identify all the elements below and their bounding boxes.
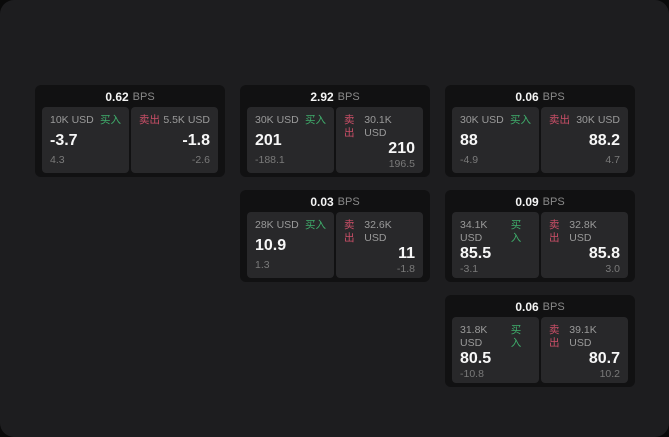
sell-price: 80.7 (588, 350, 620, 367)
bps-value: 0.62 (105, 89, 129, 104)
quote-card: 0.62 BPS 10K USD 买入 -3.7 4.3 卖出 5.5K USD (35, 85, 225, 177)
buy-tile[interactable]: 31.8K USD 买入 80.5 -10.8 (452, 317, 539, 383)
sell-notional: 32.6K USD (364, 219, 392, 244)
sell-notional: 39.1K USD (569, 324, 597, 349)
buy-delta: -3.1 (460, 263, 479, 275)
buy-price: 88 (460, 131, 478, 149)
sell-tile[interactable]: 卖出 32.6K USD 11 -1.8 (336, 212, 423, 278)
sell-price: 85.8 (588, 245, 620, 262)
buy-label: 买入 (100, 114, 121, 126)
buy-price: -3.7 (50, 131, 78, 149)
buy-delta: -10.8 (460, 368, 484, 380)
buy-tile[interactable]: 10K USD 买入 -3.7 4.3 (42, 107, 129, 173)
buy-tile[interactable]: 34.1K USD 买入 85.5 -3.1 (452, 212, 539, 278)
tile-row: 28K USD 买入 10.9 1.3 卖出 32.6K USD 11 -1.8 (240, 212, 430, 278)
buy-label: 买入 (510, 219, 522, 244)
bps-value: 0.03 (310, 194, 334, 209)
bps-value: 0.06 (515, 89, 539, 104)
sell-label: 卖出 (139, 114, 160, 126)
bps-header: 2.92 BPS (240, 85, 430, 105)
bps-header: 0.09 BPS (445, 190, 635, 210)
tile-row: 30K USD 买入 201 -188.1 卖出 30.1K USD 210 1… (240, 107, 430, 173)
tile-row: 31.8K USD 买入 80.5 -10.8 卖出 39.1K USD 80.… (445, 317, 635, 383)
bps-unit: BPS (542, 90, 565, 103)
quote-card: 0.06 BPS 31.8K USD 买入 80.5 -10.8 卖出 39.1… (445, 295, 635, 387)
buy-price: 85.5 (460, 245, 492, 262)
sell-tile[interactable]: 卖出 39.1K USD 80.7 10.2 (541, 317, 628, 383)
sell-notional: 5.5K USD (163, 114, 210, 126)
bps-value: 0.06 (515, 299, 539, 314)
sell-delta: -2.6 (191, 154, 210, 166)
buy-notional: 10K USD (50, 114, 94, 126)
buy-delta: 1.3 (255, 259, 270, 271)
buy-delta: -188.1 (255, 154, 285, 166)
sell-price: 11 (398, 245, 415, 262)
buy-delta: 4.3 (50, 154, 65, 166)
buy-price: 10.9 (255, 236, 287, 254)
buy-label: 买入 (305, 114, 326, 126)
buy-notional: 31.8K USD (460, 324, 488, 349)
sell-delta: 4.7 (605, 154, 620, 166)
sell-notional: 30K USD (576, 114, 620, 126)
buy-notional: 30K USD (255, 114, 299, 126)
sell-delta: 196.5 (388, 158, 415, 170)
buy-price: 80.5 (460, 350, 492, 367)
sell-delta: 3.0 (605, 263, 620, 275)
sell-delta: 10.2 (599, 368, 620, 380)
quote-card: 2.92 BPS 30K USD 买入 201 -188.1 卖出 30.1K … (240, 85, 430, 177)
buy-label: 买入 (510, 324, 522, 349)
buy-notional: 34.1K USD (460, 219, 488, 244)
sell-tile[interactable]: 卖出 30.1K USD 210 196.5 (336, 107, 423, 173)
buy-notional: 28K USD (255, 219, 299, 231)
quote-card: 0.03 BPS 28K USD 买入 10.9 1.3 卖出 32.6K US… (240, 190, 430, 282)
buy-tile[interactable]: 28K USD 买入 10.9 1.3 (247, 212, 334, 278)
buy-notional: 30K USD (460, 114, 504, 126)
tile-row: 10K USD 买入 -3.7 4.3 卖出 5.5K USD -1.8 -2.… (35, 107, 225, 173)
buy-label: 买入 (305, 219, 326, 231)
bps-header: 0.06 BPS (445, 295, 635, 315)
bps-value: 2.92 (310, 89, 334, 104)
buy-price: 201 (255, 131, 282, 149)
bps-unit: BPS (132, 90, 155, 103)
sell-tile[interactable]: 卖出 5.5K USD -1.8 -2.6 (131, 107, 218, 173)
tile-row: 30K USD 买入 88 -4.9 卖出 30K USD 88.2 4.7 (445, 107, 635, 173)
sell-price: -1.8 (182, 131, 210, 149)
sell-price: 88.2 (588, 131, 620, 149)
sell-tile[interactable]: 卖出 32.8K USD 85.8 3.0 (541, 212, 628, 278)
sell-label: 卖出 (344, 219, 355, 244)
sell-delta: -1.8 (396, 263, 415, 275)
bps-unit: BPS (542, 195, 565, 208)
sell-tile[interactable]: 卖出 30K USD 88.2 4.7 (541, 107, 628, 173)
buy-tile[interactable]: 30K USD 买入 201 -188.1 (247, 107, 334, 173)
tile-row: 34.1K USD 买入 85.5 -3.1 卖出 32.8K USD 85.8… (445, 212, 635, 278)
quote-card: 0.06 BPS 30K USD 买入 88 -4.9 卖出 30K USD (445, 85, 635, 177)
sell-label: 卖出 (549, 114, 570, 126)
quote-card: 0.09 BPS 34.1K USD 买入 85.5 -3.1 卖出 32.8K… (445, 190, 635, 282)
bps-header: 0.62 BPS (35, 85, 225, 105)
bps-unit: BPS (337, 195, 360, 208)
bps-header: 0.06 BPS (445, 85, 635, 105)
sell-label: 卖出 (549, 324, 560, 349)
buy-label: 买入 (510, 114, 531, 126)
buy-delta: -4.9 (460, 154, 479, 166)
bps-header: 0.03 BPS (240, 190, 430, 210)
sell-label: 卖出 (344, 114, 355, 139)
sell-notional: 32.8K USD (569, 219, 597, 244)
sell-notional: 30.1K USD (364, 114, 392, 139)
buy-tile[interactable]: 30K USD 买入 88 -4.9 (452, 107, 539, 173)
bps-value: 0.09 (515, 194, 539, 209)
quote-cards-grid: 0.62 BPS 10K USD 买入 -3.7 4.3 卖出 5.5K USD (35, 85, 635, 387)
sell-price: 210 (388, 140, 415, 157)
sell-label: 卖出 (549, 219, 560, 244)
bps-unit: BPS (542, 300, 565, 313)
bps-unit: BPS (337, 90, 360, 103)
